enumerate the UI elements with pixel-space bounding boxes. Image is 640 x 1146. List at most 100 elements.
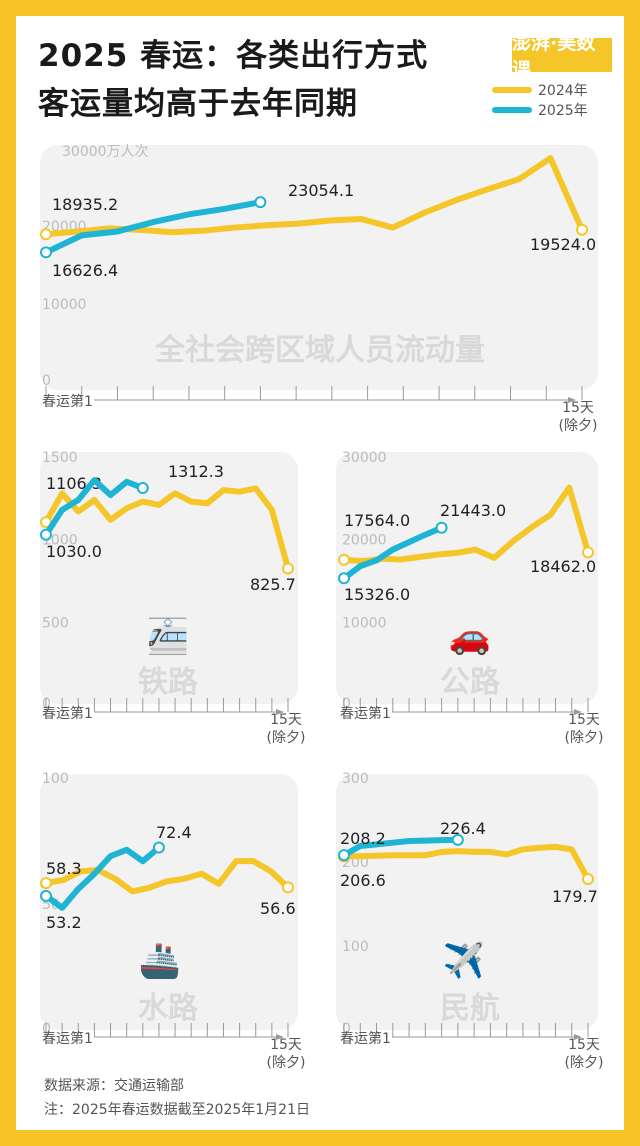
y-tick-label: 0 [342, 696, 351, 712]
series-start-label: 17564.0 [344, 511, 410, 530]
legend-item-2024: 2024年 [492, 80, 588, 100]
series-line-2024年 [341, 484, 591, 565]
title-line-1: 2025 春运：各类出行方式 [38, 38, 429, 74]
legend-label-2024: 2024年 [538, 83, 588, 99]
x-end-label: 15天 [568, 712, 600, 728]
chart-icon: 🚈 [147, 617, 189, 657]
series-endpoint [152, 841, 165, 854]
series-line-2024年 [341, 843, 591, 883]
legend: 2024年 2025年 [492, 80, 588, 120]
series-start-label: 1030.0 [46, 542, 102, 561]
brand-logo: 澎湃·美数课 [512, 32, 612, 81]
y-tick-label: 20000 [342, 533, 387, 549]
brand-logo-text: 澎湃·美数课 [512, 32, 596, 81]
legend-swatch-2025 [492, 107, 532, 113]
series-end-label: 72.4 [156, 823, 192, 842]
series-start-label: 53.2 [46, 913, 82, 932]
legend-item-2025: 2025年 [492, 100, 588, 120]
x-end-sublabel: (除夕) [267, 1055, 306, 1071]
series-end-label: 21443.0 [440, 501, 506, 520]
x-axis: 春运第1 15天 (除夕) [42, 698, 305, 746]
x-end-sublabel: (除夕) [559, 418, 598, 434]
series-line-2025年 [43, 844, 162, 911]
x-axis-arrow [574, 1034, 582, 1040]
series-endpoint [282, 881, 294, 894]
x-start-label: 春运第1 [42, 705, 93, 722]
y-tick-label: 300 [342, 771, 369, 787]
series-end-label: 18462.0 [530, 557, 596, 576]
legend-label-2025: 2025年 [538, 103, 588, 119]
chart-icon: ✈️ [443, 940, 485, 981]
x-end-sublabel: (除夕) [267, 730, 306, 746]
x-end-label: 15天 [270, 712, 302, 728]
series-line-2025年 [341, 836, 461, 859]
chart-icon: 🚗 [449, 617, 491, 657]
series-endpoint [40, 228, 52, 241]
x-end-label: 15天 [568, 1037, 600, 1053]
x-axis: 春运第1 15天 (除夕) [340, 1023, 603, 1071]
chart-panel-bg [40, 774, 298, 1030]
chart-icon: 🚢 [139, 941, 181, 981]
x-axis-arrow [568, 397, 576, 403]
series-end-label: 19524.0 [530, 235, 596, 254]
series-endpoint [282, 562, 294, 575]
y-tick-label: 0 [342, 1021, 351, 1037]
chart-panel-bg [336, 774, 598, 1030]
series-start-label: 58.3 [46, 859, 82, 878]
y-tick-label: 30000 [342, 450, 387, 466]
chart-title-watermark: 民航 [440, 991, 500, 1026]
series-endpoint [40, 889, 52, 902]
series-endpoint [338, 572, 350, 585]
series-endpoint [40, 246, 52, 259]
chart-title-watermark: 水路 [138, 991, 199, 1026]
series-end-label: 23054.1 [288, 181, 354, 200]
footer-source: 数据来源：交通运输部 [44, 1078, 184, 1094]
y-tick-label: 100 [42, 771, 69, 787]
legend-swatch-2024 [492, 87, 532, 93]
chart-3: 0 10000 20000 30000 公路 🚗 17564.0 18462.0 15326.0… [336, 450, 603, 746]
x-axis-arrow [276, 1034, 284, 1040]
series-start-label: 15326.0 [344, 585, 410, 604]
series-start-label: 16626.4 [52, 261, 118, 280]
x-axis-arrow [276, 709, 284, 715]
x-start-label: 春运第1 [340, 705, 391, 722]
chart-2: 050010001500铁路🚈1106.3825.71030.01312.3春运… [40, 450, 305, 746]
series-end-label: 1312.3 [168, 462, 224, 481]
title-line-2: 客运量均高于去年同期 [38, 86, 358, 122]
series-end-label: 825.7 [250, 575, 296, 594]
y-tick-label: 10000 [342, 615, 387, 631]
series-start-label: 206.6 [340, 871, 386, 890]
x-axis: 春运第1 15天 (除夕) [42, 1023, 305, 1071]
x-end-label: 15天 [270, 1037, 302, 1053]
x-start-label: 春运第1 [340, 1030, 391, 1047]
y-tick-label: 0 [42, 373, 51, 389]
series-endpoint [451, 833, 464, 846]
series-endpoint [582, 546, 594, 559]
footer-note: 注：2025年春运数据截至2025年1月21日 [44, 1102, 310, 1118]
x-end-sublabel: (除夕) [565, 1055, 604, 1071]
x-start-label: 春运第1 [42, 393, 93, 410]
footer: 数据来源：交通运输部 注：2025年春运数据截至2025年1月21日 [44, 1074, 310, 1122]
x-end-sublabel: (除夕) [565, 730, 604, 746]
chart-title-watermark: 铁路 [138, 665, 199, 700]
series-end-label: 179.7 [552, 887, 598, 906]
series-line-2024年 [43, 485, 291, 572]
x-start-label: 春运第1 [42, 1030, 93, 1047]
y-tick-label: 100 [342, 939, 369, 955]
series-endpoint [254, 196, 267, 209]
chart-title-watermark: 公路 [440, 665, 501, 700]
chart-title-watermark: 全社会跨区域人员流动量 [154, 333, 485, 368]
x-axis: 春运第1 15天 (除夕) [42, 386, 597, 434]
chart-1: 0100002000030000万人次全社会跨区域人员流动量18935.2195… [40, 144, 598, 434]
y-tick-label: 500 [42, 615, 69, 631]
chart-panel-bg [336, 452, 598, 704]
series-start-label: 208.2 [340, 829, 386, 848]
x-axis: 春运第1 15天 (除夕) [340, 698, 603, 746]
series-endpoint [338, 849, 350, 862]
series-endpoint [40, 877, 52, 890]
series-endpoint [582, 873, 594, 886]
y-unit-label: 30000万人次 [62, 144, 149, 160]
page-title: 2025 春运：各类出行方式 客运量均高于去年同期 [38, 32, 428, 128]
